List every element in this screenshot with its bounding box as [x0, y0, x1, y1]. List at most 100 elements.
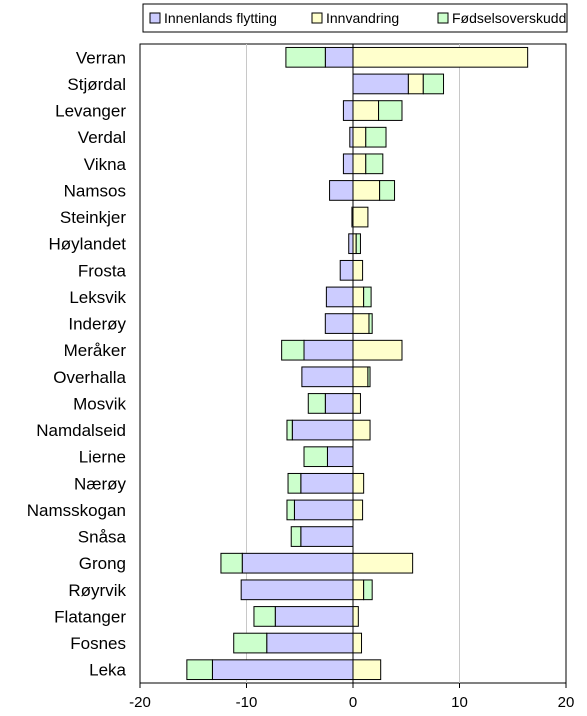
category-label: Røyrvik — [68, 581, 126, 600]
bar-innvandring — [352, 180, 381, 201]
category-label: Leka — [89, 661, 126, 680]
legend-box — [142, 3, 568, 33]
bar-innvandring — [352, 100, 380, 121]
bar-fodselsoverskudd — [355, 233, 361, 255]
category-label: Meråker — [64, 341, 127, 360]
category-label: Nærøy — [74, 474, 126, 493]
bar-innvandring — [352, 206, 369, 228]
category-label: Fosnes — [70, 634, 126, 653]
bar-innenlands — [324, 313, 354, 334]
category-label: Levanger — [55, 102, 126, 121]
bar-fodselsoverskudd — [287, 472, 302, 494]
bar-fodselsoverskudd — [286, 419, 293, 441]
x-tick-label: -10 — [236, 694, 258, 711]
bar-innvandring — [352, 659, 382, 681]
bar-innvandring — [352, 126, 367, 148]
category-label: Verran — [76, 48, 126, 67]
bar-fodselsoverskudd — [253, 606, 276, 627]
bar-innenlands — [240, 579, 354, 601]
bar-innenlands — [291, 419, 354, 441]
bar-innenlands — [326, 446, 354, 468]
bar-innenlands — [274, 606, 354, 627]
category-label: Stjørdal — [67, 75, 126, 94]
x-tick-label: 0 — [349, 694, 357, 711]
bar-fodselsoverskudd — [367, 366, 371, 388]
bar-fodselsoverskudd — [233, 632, 268, 654]
bar-innenlands — [241, 552, 354, 574]
bar-fodselsoverskudd — [365, 153, 384, 175]
category-label: Lierne — [79, 448, 126, 467]
bar-innenlands — [266, 632, 354, 654]
bar-innenlands — [325, 286, 354, 308]
bar-innvandring — [352, 419, 371, 441]
x-tick-label: 10 — [451, 694, 468, 711]
legend-label: Fødselsoverskudd — [452, 10, 566, 26]
bar-innenlands — [211, 659, 354, 681]
bar-fodselsoverskudd — [378, 100, 403, 121]
bar-innenlands — [300, 472, 354, 494]
bar-innvandring — [352, 579, 365, 601]
legend-swatch — [437, 12, 449, 24]
bar-fodselsoverskudd — [363, 579, 373, 601]
bar-innenlands — [339, 259, 354, 281]
category-label: Grong — [79, 554, 126, 573]
bar-fodselsoverskudd — [365, 126, 387, 148]
bar-innenlands — [342, 153, 354, 175]
bar-fodselsoverskudd — [379, 180, 396, 201]
legend-label: Innvandring — [326, 10, 399, 26]
bar-fodselsoverskudd — [281, 339, 305, 361]
bar-innvandring — [352, 632, 363, 654]
bar-innenlands — [324, 393, 354, 414]
bar-fodselsoverskudd — [303, 446, 328, 468]
category-label: Leksvik — [69, 288, 126, 307]
category-label: Mosvik — [73, 394, 126, 413]
x-tick-label: 20 — [558, 694, 575, 711]
bar-innenlands — [342, 100, 354, 121]
bar-innenlands — [301, 366, 354, 388]
bar-fodselsoverskudd — [422, 73, 445, 95]
category-label: Steinkjer — [60, 208, 126, 227]
category-label: Inderøy — [68, 315, 126, 334]
bar-innvandring — [352, 472, 365, 494]
category-label: Overhalla — [53, 368, 126, 387]
bar-fodselsoverskudd — [363, 286, 372, 308]
bar-fodselsoverskudd — [186, 659, 213, 681]
chart-legend: Innenlands flytting Innvandring Fødselsove… — [142, 3, 568, 33]
bar-fodselsoverskudd — [307, 393, 326, 414]
category-label: Namsskogan — [27, 501, 126, 520]
bar-innvandring — [352, 259, 364, 281]
legend-label: Innenlands flytting — [164, 10, 277, 26]
category-label: Vikna — [84, 155, 127, 174]
bar-innvandring — [352, 46, 529, 68]
category-label: Flatanger — [54, 607, 126, 626]
bar-innenlands — [324, 46, 354, 68]
bar-fodselsoverskudd — [368, 313, 373, 334]
bar-fodselsoverskudd — [286, 499, 295, 521]
bar-innvandring — [352, 286, 365, 308]
plot-area: Verran Stjørdal Levanger Verdal Vikna Namsos S… — [27, 43, 575, 711]
bar-innvandring — [352, 393, 361, 414]
bar-innvandring — [352, 606, 359, 627]
category-label: Høylandet — [49, 235, 127, 254]
bar-innvandring — [352, 339, 403, 361]
bar-fodselsoverskudd — [285, 46, 326, 68]
bar-innenlands — [300, 526, 354, 547]
bar-innenlands — [303, 339, 354, 361]
x-tick-label: -20 — [129, 694, 151, 711]
bar-fodselsoverskudd — [290, 526, 302, 547]
category-label: Snåsa — [78, 528, 127, 547]
legend-swatch — [311, 12, 323, 24]
category-label: Frosta — [78, 261, 127, 280]
category-label: Namdalseid — [36, 421, 126, 440]
legend-swatch — [149, 12, 161, 24]
bar-innvandring — [352, 313, 370, 334]
bar-innvandring — [352, 552, 414, 574]
bar-innenlands — [348, 233, 354, 255]
bar-innvandring — [352, 499, 364, 521]
bar-innvandring — [407, 73, 424, 95]
bar-innenlands — [329, 180, 354, 201]
bar-innenlands — [293, 499, 354, 521]
bar-innvandring — [352, 366, 369, 388]
category-label: Verdal — [78, 128, 126, 147]
